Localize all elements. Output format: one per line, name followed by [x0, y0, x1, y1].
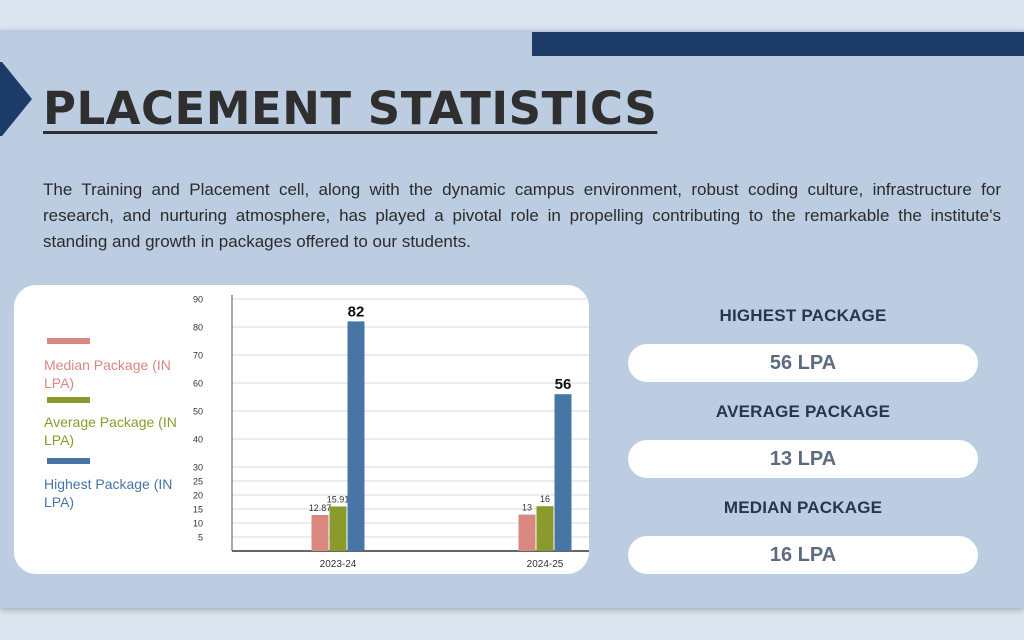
data-label: 82 [348, 303, 365, 320]
median-package-heading: MEDIAN PACKAGE [723, 498, 883, 517]
data-label: 13 [522, 503, 532, 513]
bar-average-2023-24 [329, 506, 347, 551]
data-label: 16 [540, 494, 550, 504]
highest-package-value: 56 LPA [628, 344, 978, 382]
legend-median-label: Median Package (IN LPA) [44, 357, 171, 391]
x-tick-label: 2023-24 [320, 559, 357, 570]
y-tick-label: 10 [193, 519, 203, 529]
data-label: 15.91 [327, 494, 350, 504]
bar-average-2024-25 [536, 506, 554, 551]
bar-highest-2024-25 [554, 394, 572, 551]
y-tick-label: 5 [198, 533, 203, 543]
legend-highest-swatch [47, 458, 90, 464]
data-label: 12.87 [309, 503, 332, 513]
legend-highest-label: Highest Package (IN LPA) [44, 476, 173, 510]
y-tick-label: 40 [193, 435, 203, 445]
y-tick-label: 30 [193, 463, 203, 473]
legend-average-label: Average Package (IN LPA) [44, 414, 177, 448]
page-title: PLACEMENT STATISTICS [43, 82, 658, 135]
legend-average-swatch [47, 397, 90, 403]
y-tick-label: 20 [193, 491, 203, 501]
legend-median-swatch [47, 338, 90, 344]
y-tick-label: 50 [193, 407, 203, 417]
placement-chart: Median Package (IN LPA) Average Package … [14, 285, 589, 574]
y-tick-label: 70 [193, 351, 203, 361]
chevron-arrow-icon [0, 62, 32, 136]
y-tick-label: 90 [193, 295, 203, 305]
y-tick-label: 80 [193, 323, 203, 333]
data-label: 56 [555, 376, 572, 393]
bar-median-2023-24 [311, 514, 329, 551]
accent-bar [532, 32, 1024, 56]
intro-paragraph: The Training and Placement cell, along w… [43, 180, 1001, 251]
y-tick-label: 25 [193, 477, 203, 487]
slide: PLACEMENT STATISTICS The Training and Pl… [0, 30, 1024, 608]
average-package-heading: AVERAGE PACKAGE [715, 402, 891, 421]
median-package-value: 16 LPA [628, 536, 978, 574]
highest-package-heading: HIGHEST PACKAGE [719, 306, 887, 325]
bar-highest-2023-24 [347, 321, 365, 551]
y-tick-label: 60 [193, 379, 203, 389]
bar-median-2024-25 [518, 514, 536, 551]
x-tick-label: 2024-25 [527, 559, 564, 570]
y-tick-label: 15 [193, 505, 203, 515]
average-package-value: 13 LPA [628, 440, 978, 478]
